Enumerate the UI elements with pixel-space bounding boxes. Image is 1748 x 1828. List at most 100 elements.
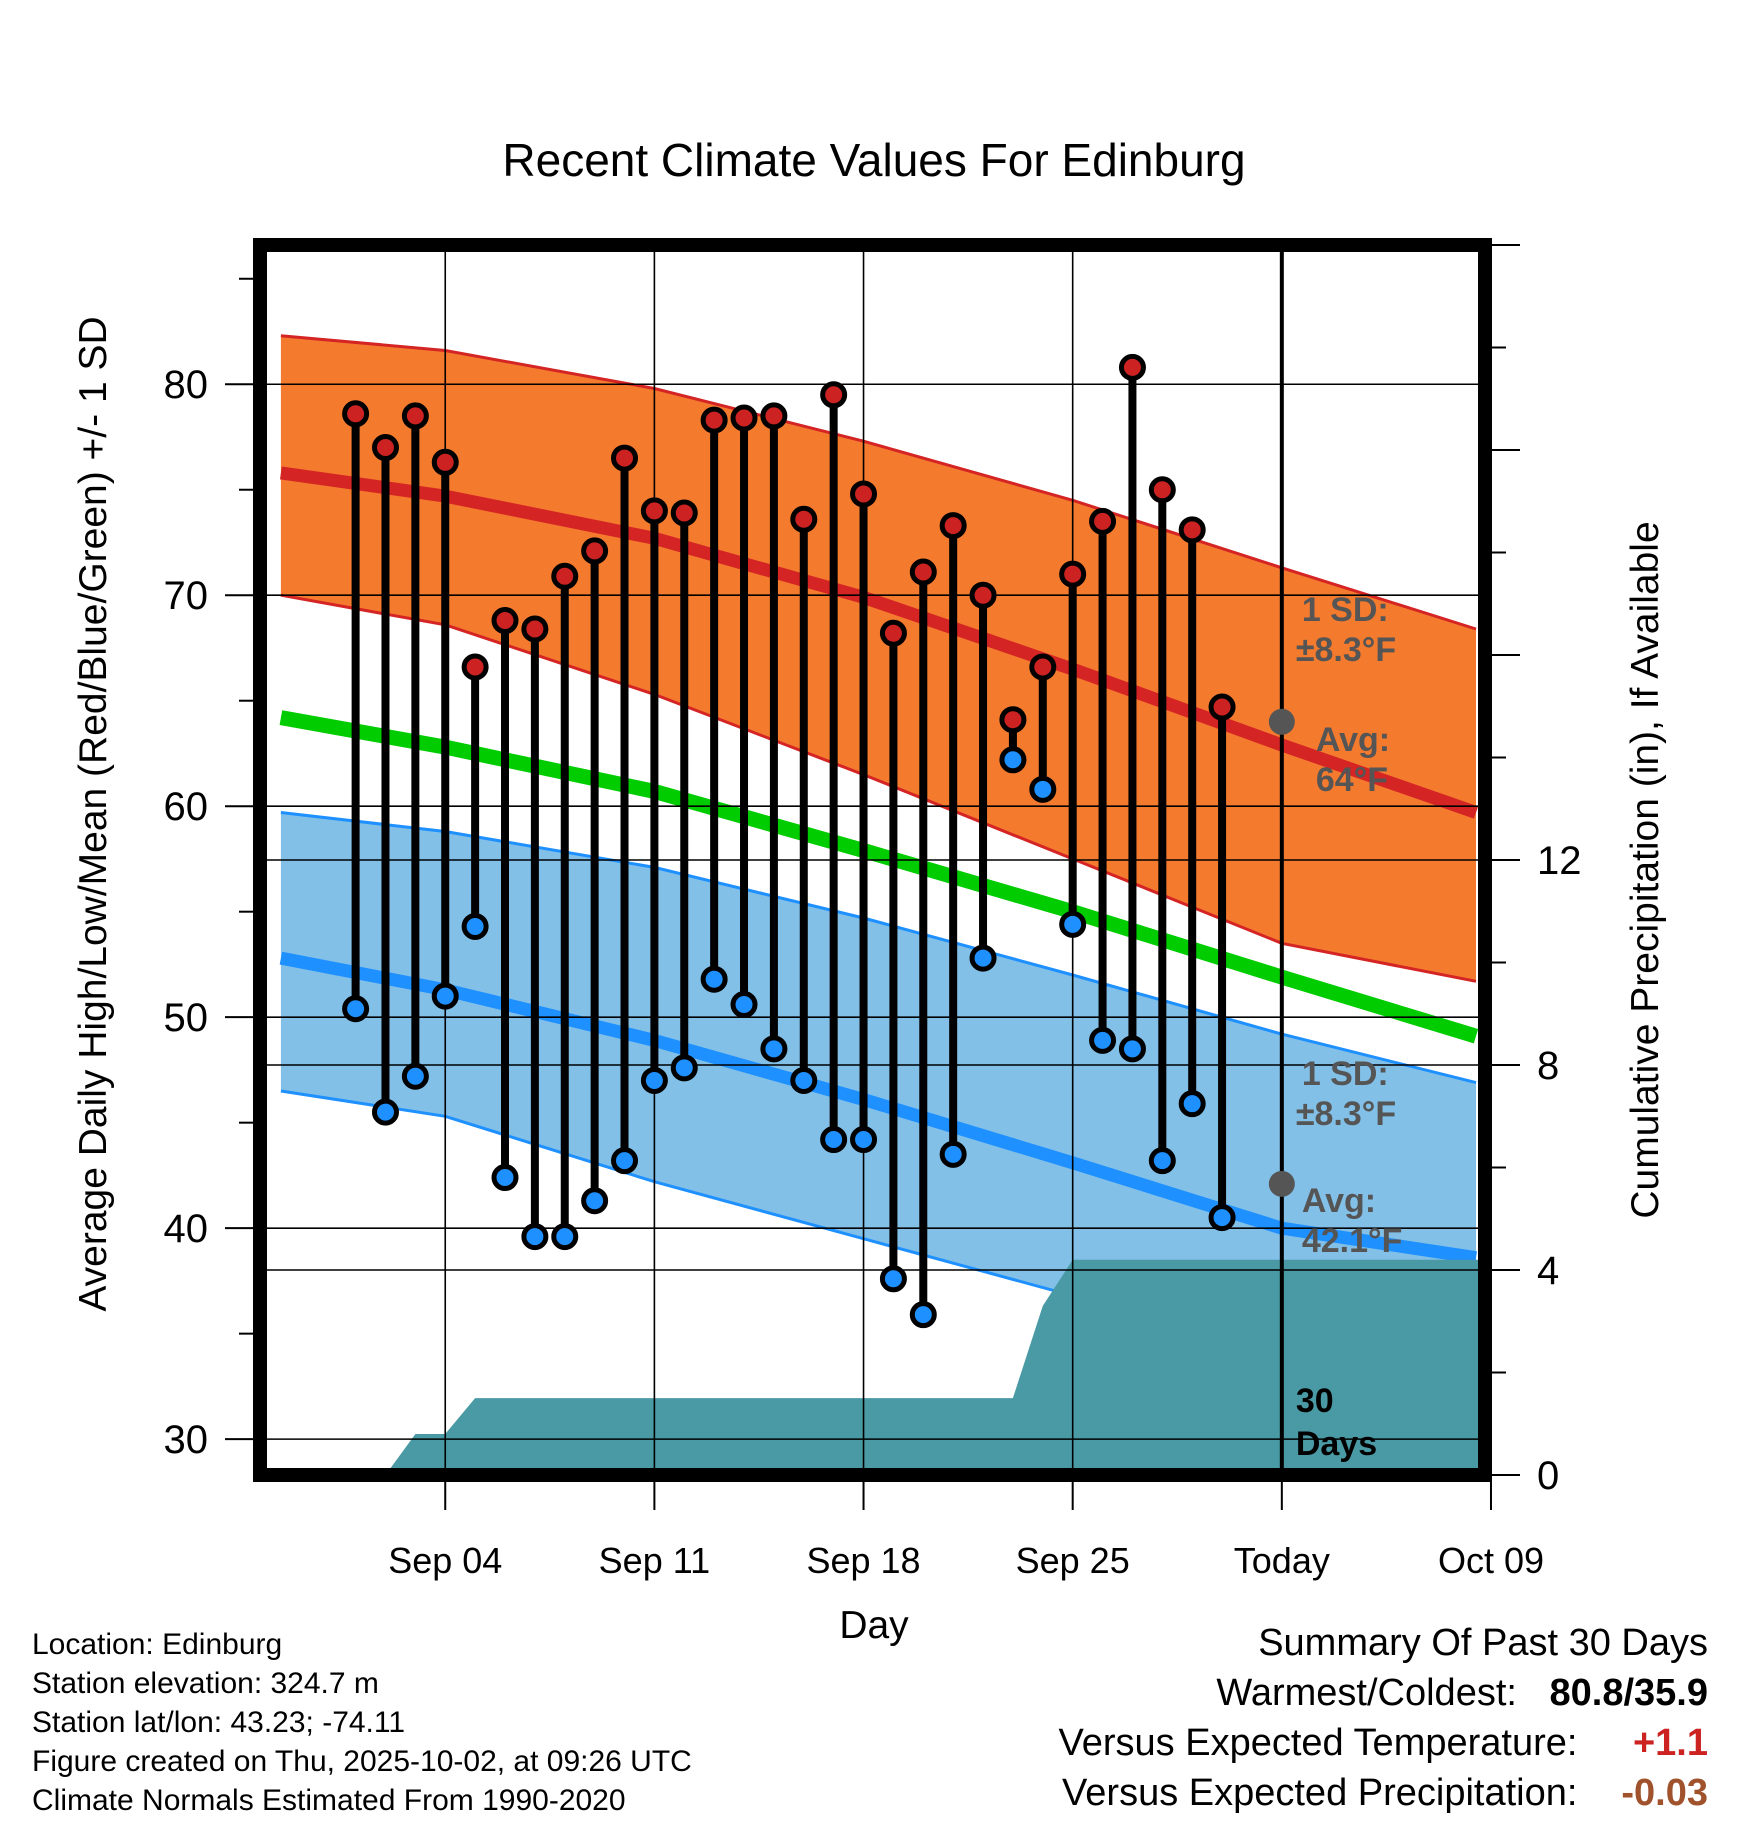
- low-point: [790, 1066, 818, 1094]
- high-point: [760, 402, 788, 430]
- high-point: [640, 497, 668, 525]
- high-point: [939, 512, 967, 540]
- precip-value: -0.03: [1621, 1772, 1708, 1814]
- latlon-text: Station lat/lon: 43.23; -74.11: [32, 1706, 406, 1739]
- low-point: [640, 1066, 668, 1094]
- high-point: [820, 381, 848, 409]
- precip-area: [385, 1259, 1485, 1475]
- x-axis-label: Day: [839, 1604, 909, 1647]
- low-point: [909, 1301, 937, 1329]
- low-point: [461, 912, 489, 940]
- elevation-text: Station elevation: 324.7 m: [32, 1667, 379, 1700]
- high-point: [342, 400, 370, 428]
- low-point: [850, 1126, 878, 1154]
- low-point: [969, 944, 997, 972]
- y-tick-label: 80: [164, 363, 209, 407]
- high-point: [1208, 693, 1236, 721]
- high-point: [461, 653, 489, 681]
- low-point: [401, 1062, 429, 1090]
- y-axis-label: Average Daily High/Low/Mean (Red/Blue/Gr…: [72, 316, 115, 1311]
- high-avg-label: Avg:: [1316, 721, 1390, 759]
- chart-overlay: 30 40 50 60 70 80 0 4 8 12 Sep 04 Sep 11 Sep 18 Sep 2…: [164, 238, 1582, 1581]
- high-point: [521, 615, 549, 643]
- low-point: [342, 995, 370, 1023]
- today-high-normal-marker: [1268, 708, 1295, 735]
- y-tick-label: 40: [164, 1207, 209, 1251]
- high-point: [371, 434, 399, 462]
- low-point: [999, 746, 1027, 774]
- high-point: [670, 499, 698, 527]
- low-point: [581, 1187, 609, 1215]
- summary-warmest-coldest: Warmest/Coldest: 80.8/35.9: [1216, 1672, 1708, 1715]
- high-point: [1059, 560, 1087, 588]
- y2-axis-label: Cumulative Precipitation (in), If Availa…: [1624, 521, 1667, 1218]
- y-tick-label: 60: [164, 785, 209, 829]
- low-point: [611, 1147, 639, 1175]
- low-point: [1089, 1026, 1117, 1054]
- high-point: [551, 562, 579, 590]
- high-sd-value: ±8.3°F: [1296, 631, 1396, 669]
- warmest-coldest-label: Warmest/Coldest:: [1216, 1672, 1517, 1714]
- x-tick-label: Sep 11: [599, 1540, 710, 1581]
- low-point: [820, 1126, 848, 1154]
- low-point: [700, 965, 728, 993]
- warmest-coldest-value: 80.8/35.9: [1549, 1672, 1708, 1714]
- low-point: [1059, 910, 1087, 938]
- x-tick-label: Oct 09: [1438, 1540, 1544, 1581]
- high-point: [431, 448, 459, 476]
- days-word-label: Days: [1296, 1425, 1377, 1463]
- y-tick-label: 30: [164, 1418, 209, 1462]
- high-point: [850, 480, 878, 508]
- low-point: [491, 1164, 519, 1192]
- low-point: [670, 1054, 698, 1082]
- low-point: [760, 1035, 788, 1063]
- summary-temp: Versus Expected Temperature: +1.1: [1059, 1722, 1708, 1765]
- low-point: [1029, 775, 1057, 803]
- low-point: [730, 991, 758, 1019]
- y2-tick-label: 0: [1537, 1454, 1559, 1498]
- x-tick-label: Sep 04: [388, 1540, 502, 1581]
- chart-title: Recent Climate Values For Edinburg: [502, 134, 1245, 186]
- high-point: [1148, 476, 1176, 504]
- high-point: [1118, 353, 1146, 381]
- days-count-label: 30: [1296, 1382, 1334, 1420]
- high-point: [1029, 653, 1057, 681]
- x-tick-label: Sep 18: [806, 1540, 920, 1581]
- high-point: [1089, 507, 1117, 535]
- low-point: [1148, 1147, 1176, 1175]
- y2-tick-label: 4: [1537, 1249, 1559, 1293]
- normals-text: Climate Normals Estimated From 1990-2020: [32, 1784, 626, 1817]
- high-point: [491, 607, 519, 635]
- y2-tick-label: 12: [1537, 839, 1582, 883]
- y-tick-label: 50: [164, 996, 209, 1040]
- high-point: [909, 558, 937, 586]
- high-point: [879, 619, 907, 647]
- low-point: [939, 1140, 967, 1168]
- low-point: [1178, 1090, 1206, 1118]
- high-point: [999, 706, 1027, 734]
- high-point: [969, 581, 997, 609]
- x-tick-label: Sep 25: [1016, 1540, 1130, 1581]
- high-point: [790, 505, 818, 533]
- high-avg-value: 64°F: [1316, 761, 1388, 799]
- created-text: Figure created on Thu, 2025-10-02, at 09…: [32, 1745, 692, 1778]
- low-point: [521, 1223, 549, 1251]
- low-point: [1118, 1035, 1146, 1063]
- high-sd-band: [280, 335, 1476, 982]
- high-sd-label: 1 SD:: [1302, 591, 1389, 629]
- location-text: Location: Edinburg: [32, 1628, 283, 1661]
- high-point: [730, 404, 758, 432]
- low-avg-label: Avg:: [1302, 1182, 1376, 1220]
- low-point: [1208, 1204, 1236, 1232]
- high-point: [401, 402, 429, 430]
- y2-tick-label: 8: [1537, 1044, 1559, 1088]
- high-point: [581, 537, 609, 565]
- low-point: [431, 982, 459, 1010]
- summary-precip: Versus Expected Precipitation: -0.03: [1062, 1772, 1708, 1815]
- high-point: [700, 406, 728, 434]
- temp-label: Versus Expected Temperature:: [1058, 1722, 1578, 1764]
- low-sd-value: ±8.3°F: [1296, 1095, 1396, 1133]
- high-point: [611, 444, 639, 472]
